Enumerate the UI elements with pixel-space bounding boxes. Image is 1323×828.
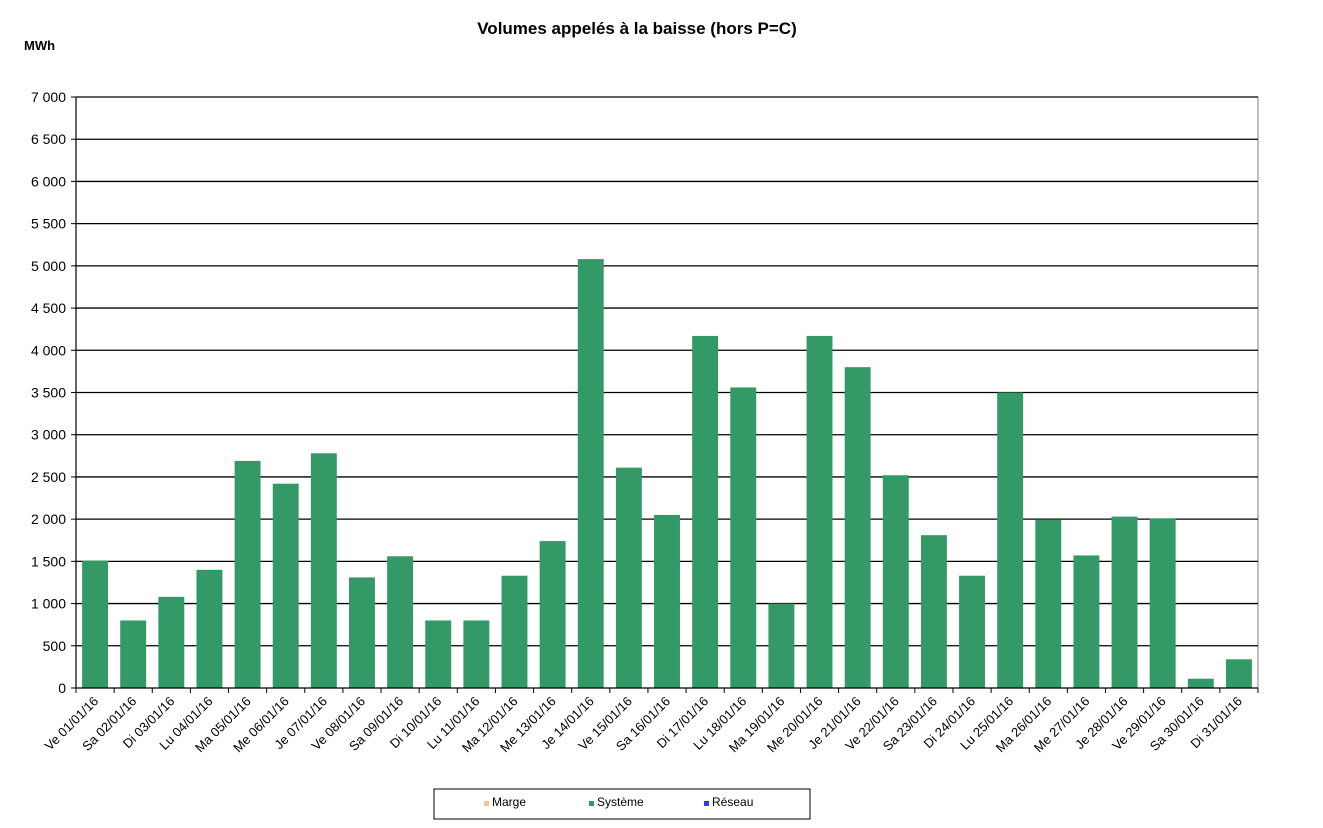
- y-tick-label: 1 500: [31, 553, 66, 569]
- bar-système: [82, 560, 109, 688]
- y-tick-label: 3 000: [31, 427, 66, 443]
- y-tick-label: 4 500: [31, 300, 66, 316]
- y-tick-labels: 0 500 1 000 1 500 2 000 2 500 3 000 3 500 4 000 4…: [31, 89, 66, 696]
- bar-système: [1111, 516, 1138, 688]
- bar-système: [158, 596, 185, 688]
- y-tick-label: 2 000: [31, 511, 66, 527]
- bar-système: [654, 514, 680, 688]
- bar-système: [349, 577, 375, 688]
- axes: [71, 96, 1259, 693]
- bar-système: [806, 335, 833, 688]
- legend-label: Réseau: [712, 795, 753, 809]
- bar-système: [730, 387, 757, 688]
- bar-système: [196, 569, 223, 688]
- bar-système: [920, 535, 947, 688]
- bar-système: [768, 603, 795, 688]
- y-tick-label: 500: [43, 638, 67, 654]
- legend-label: Marge: [492, 795, 526, 809]
- bar-système: [1225, 659, 1252, 688]
- legend-swatch: [589, 801, 594, 806]
- y-tick-label: 1 000: [31, 596, 66, 612]
- bar-système: [425, 620, 452, 688]
- bar-système: [615, 467, 642, 688]
- bar-système: [120, 620, 147, 688]
- bar-système: [882, 475, 909, 688]
- bar-système: [577, 259, 604, 688]
- bar-système: [539, 541, 566, 688]
- y-tick-label: 0: [58, 680, 66, 696]
- bar-système: [387, 556, 414, 688]
- bar-système: [959, 575, 985, 688]
- y-tick-label: 4 000: [31, 342, 66, 358]
- y-tick-label: 5 500: [31, 216, 66, 232]
- bar-système: [692, 335, 719, 688]
- bar-système: [310, 453, 337, 688]
- y-tick-label: 6 000: [31, 173, 66, 189]
- bar-système: [234, 460, 261, 688]
- legend-box: [433, 788, 811, 820]
- legend-label: Système: [597, 795, 644, 809]
- bar-système: [844, 367, 871, 688]
- bar-système: [463, 620, 490, 688]
- y-tick-label: 7 000: [31, 89, 66, 105]
- bars: [82, 259, 1252, 688]
- bar-système: [1149, 518, 1176, 688]
- legend-swatch: [484, 801, 489, 806]
- chart-title: Volumes appelés à la baisse (hors P=C): [477, 19, 797, 38]
- bar-système: [272, 483, 299, 688]
- bar-système: [997, 392, 1024, 688]
- y-tick-label: 2 500: [31, 469, 66, 485]
- bar-système: [501, 575, 528, 688]
- bar-système: [1187, 678, 1214, 688]
- bar-système: [1073, 555, 1100, 688]
- legend: Marge Système Réseau: [433, 788, 811, 820]
- y-tick-label: 5 000: [31, 258, 66, 274]
- legend-swatch: [704, 801, 709, 806]
- y-axis-unit: MWh: [24, 38, 55, 53]
- y-tick-label: 3 500: [31, 385, 66, 401]
- y-tick-label: 6 500: [31, 131, 66, 147]
- bar-système: [1035, 519, 1062, 688]
